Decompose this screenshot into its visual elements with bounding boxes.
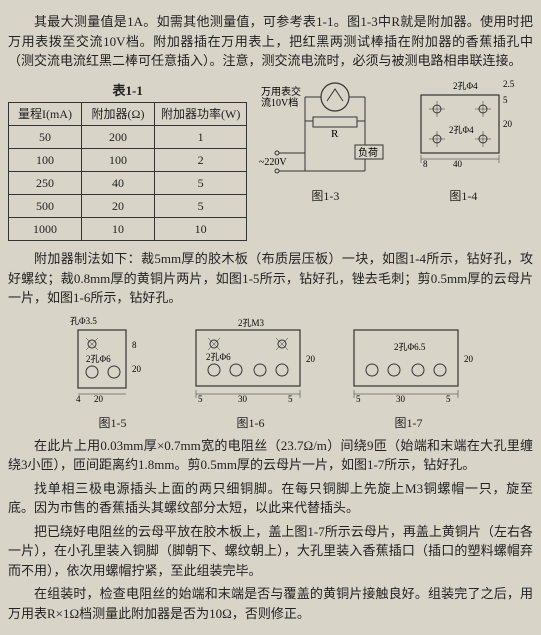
paragraph-1: 其最大测量值是1A。如需其他测量值，可参考表1-1。图1-3中R就是附加器。使用… [8,12,533,71]
figure-1-6: 2孔M3 2孔Φ6 5 30 5 20 图1-6 [176,312,326,432]
resistor-label: R [331,128,339,140]
svg-text:20: 20 [464,354,474,364]
paragraph-4: 找单相三极电源插头上面的两只细铜脚。在每只铜脚上先旋上M3铜螺帽一只，旋至底。因… [8,479,533,518]
svg-text:20: 20 [503,119,513,129]
plate-diagram-icon: 2孔Φ4 2孔Φ4 20 5 2.5 40 8 [403,75,523,185]
paragraph-2: 附加器制法如下：裁5mm厚的胶木板（布质层压板）一块，如图1-4所示，钻好孔，攻… [8,249,533,308]
table-row: 500 20 5 [9,195,247,218]
svg-text:2.5: 2.5 [503,79,515,89]
svg-text:5: 5 [356,394,361,404]
figure-1-4-label: 图1-4 [449,187,477,205]
svg-text:2孔Φ4: 2孔Φ4 [453,81,478,91]
table-title: 表1-1 [8,81,247,101]
table-row: 250 40 5 [9,172,247,195]
figure-1-3: 万用表交 流10V档 R 负荷 ~220V 图1-3 [255,75,395,205]
svg-text:5: 5 [503,95,508,105]
paragraph-3: 在此片上用0.03mm厚×0.7mm宽的电阻丝（23.7Ω/m）间绕9匝（始端和… [8,436,533,475]
voltage-label: ~220V [259,157,287,168]
table-row: 50 200 1 [9,126,247,149]
svg-text:孔Φ3.5: 孔Φ3.5 [70,316,97,326]
figure-1-3-label: 图1-3 [311,187,339,205]
circuit-diagram-icon: 万用表交 流10V档 R 负荷 ~220V [255,75,395,185]
table-row: 100 100 2 [9,149,247,172]
plate-1-7-icon: 2孔Φ6.5 5 30 5 20 [334,312,484,412]
figs-5-6-7-row: 孔Φ3.5 2孔Φ6 20 4 8 20 图1-5 2孔M3 2孔Φ6 [8,312,533,432]
svg-text:20: 20 [306,354,316,364]
svg-text:8: 8 [132,340,137,350]
table-block: 表1-1 量程I(mA) 附加器(Ω) 附加器功率(W) 50 200 1 10… [8,75,247,246]
table-header-row: 量程I(mA) 附加器(Ω) 附加器功率(W) [9,103,247,126]
svg-text:20: 20 [94,394,104,404]
table-1-1: 量程I(mA) 附加器(Ω) 附加器功率(W) 50 200 1 100 100… [8,102,247,241]
svg-text:30: 30 [396,394,406,404]
svg-text:5: 5 [446,394,451,404]
figure-1-7-label: 图1-7 [395,414,423,432]
figure-1-5: 孔Φ3.5 2孔Φ6 20 4 8 20 图1-5 [58,312,168,432]
table-row: 1000 10 10 [9,218,247,241]
load-label: 负荷 [358,146,378,159]
table-and-figs-row: 表1-1 量程I(mA) 附加器(Ω) 附加器功率(W) 50 200 1 10… [8,75,533,246]
paragraph-6: 在组装时，检查电阻丝的始端和末端是否与覆盖的黄铜片接触良好。组装完了之后，用万用… [8,584,533,623]
plate-1-5-icon: 孔Φ3.5 2孔Φ6 20 4 8 20 [58,312,168,412]
svg-text:2孔Φ6.5: 2孔Φ6.5 [394,342,426,352]
svg-text:30: 30 [238,394,248,404]
svg-text:2孔M3: 2孔M3 [238,318,265,328]
figure-1-4: 2孔Φ4 2孔Φ4 20 5 2.5 40 8 图1-4 [403,75,523,205]
col-header-resistance: 附加器(Ω) [82,103,155,126]
svg-text:2孔Φ4: 2孔Φ4 [449,125,474,135]
svg-text:2孔Φ6: 2孔Φ6 [206,352,231,362]
svg-text:20: 20 [132,364,142,374]
svg-text:5: 5 [198,394,203,404]
figure-1-6-label: 图1-6 [237,414,265,432]
col-header-range: 量程I(mA) [9,103,82,126]
paragraph-5: 把已绕好电阻丝的云母平放在胶木板上，盖上图1-7所示云母片，再盖上黄铜片（左右各… [8,522,533,581]
col-header-power: 附加器功率(W) [155,103,247,126]
svg-text:40: 40 [453,159,463,169]
svg-text:2孔Φ6: 2孔Φ6 [86,354,111,364]
svg-text:4: 4 [76,394,81,404]
figure-1-5-label: 图1-5 [99,414,127,432]
svg-text:5: 5 [288,394,293,404]
meter-label-2: 流10V档 [261,96,298,109]
meter-label-1: 万用表交 [261,85,301,98]
plate-1-6-icon: 2孔M3 2孔Φ6 5 30 5 20 [176,312,326,412]
figure-1-7: 2孔Φ6.5 5 30 5 20 图1-7 [334,312,484,432]
svg-text:8: 8 [423,159,428,169]
